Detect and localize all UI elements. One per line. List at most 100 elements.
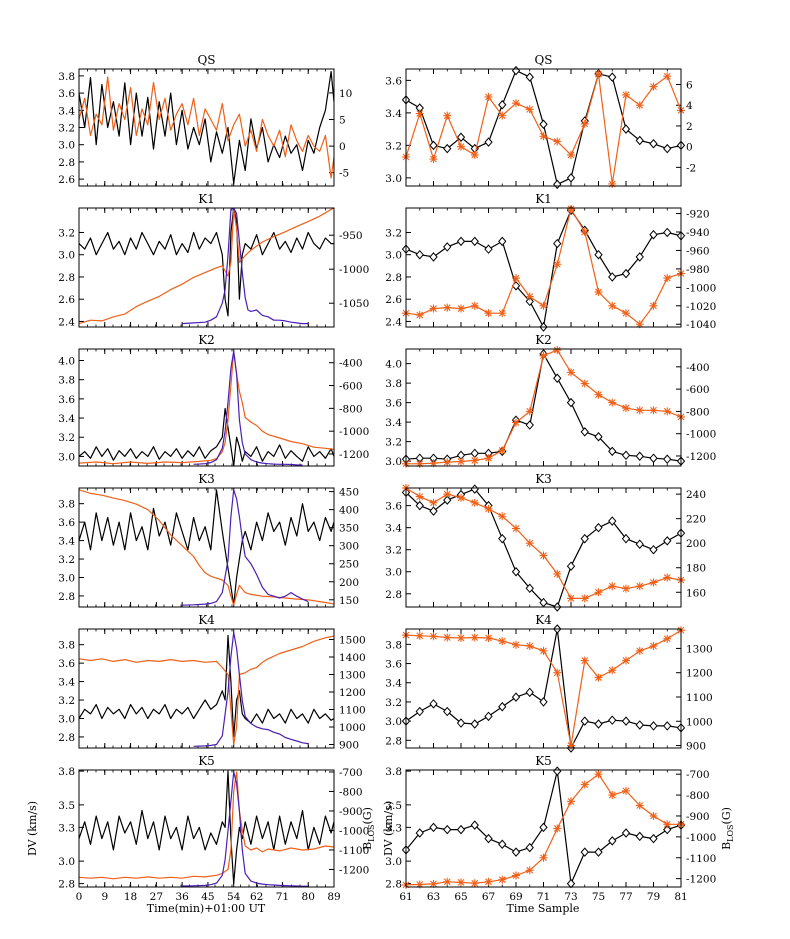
y2-tick-label: -700 bbox=[686, 769, 710, 781]
asterisk-stroke bbox=[498, 876, 506, 884]
asterisk-stroke bbox=[457, 305, 465, 312]
asterisk-stroke bbox=[540, 552, 547, 559]
asterisk-stroke bbox=[498, 447, 506, 454]
diamond-marker bbox=[566, 561, 576, 571]
dv-label: DV (km/s) bbox=[382, 801, 395, 856]
diamond-marker bbox=[511, 566, 521, 577]
asterisk-marker bbox=[608, 179, 617, 188]
diamond-marker bbox=[635, 831, 644, 842]
diamond-marker bbox=[580, 533, 589, 544]
diamond-marker bbox=[511, 847, 521, 857]
x-tick-label: 63 bbox=[427, 891, 440, 903]
asterisk-marker bbox=[415, 109, 424, 118]
asterisk-stroke bbox=[567, 797, 575, 805]
diamond-marker bbox=[498, 99, 507, 110]
asterisk-marker bbox=[567, 797, 575, 806]
diamond-marker bbox=[580, 427, 589, 437]
y2-tick-label: -5 bbox=[339, 168, 349, 180]
diamond-marker bbox=[635, 451, 644, 462]
asterisk-marker bbox=[525, 866, 534, 875]
x-tick-label: 89 bbox=[327, 891, 340, 903]
y2-tick-label: -1000 bbox=[686, 282, 716, 294]
asterisk-stroke bbox=[553, 669, 561, 677]
asterisk-marker bbox=[663, 820, 672, 829]
diamond-marker bbox=[663, 824, 672, 835]
y-tick-label: 3.8 bbox=[58, 499, 75, 511]
asterisk-stroke bbox=[540, 854, 547, 862]
plot-frame bbox=[405, 207, 682, 328]
y2-tick-label: 240 bbox=[686, 489, 706, 501]
diamond-marker bbox=[594, 249, 603, 260]
y2-tick-label: 300 bbox=[339, 541, 359, 553]
asterisk-marker bbox=[594, 70, 603, 79]
diamond-marker bbox=[484, 711, 493, 722]
plot-frame bbox=[78, 487, 335, 608]
asterisk-stroke bbox=[540, 302, 547, 310]
y-tick-label: 3.3 bbox=[58, 822, 75, 834]
y-tick-label: 3.0 bbox=[385, 567, 402, 579]
x-tick-label: 65 bbox=[454, 891, 467, 903]
y-tick-label: 3.4 bbox=[58, 413, 75, 425]
asterisk-stroke bbox=[540, 352, 547, 360]
diamond-marker bbox=[415, 828, 424, 838]
asterisk-marker bbox=[484, 92, 493, 101]
y-tick-label: 3.4 bbox=[385, 417, 402, 429]
diamond-marker bbox=[621, 124, 631, 134]
y-tick-label: 3.2 bbox=[58, 432, 75, 444]
asterisk-marker bbox=[415, 311, 424, 320]
y2-tick-label: -800 bbox=[339, 403, 363, 415]
asterisk-marker bbox=[443, 303, 452, 312]
series-purple-line bbox=[182, 208, 309, 325]
series-black-line bbox=[79, 208, 334, 317]
y2-tick-label: -800 bbox=[686, 406, 710, 418]
y2-tick-label: 1000 bbox=[686, 716, 713, 728]
y2-tick-label: -800 bbox=[686, 790, 710, 802]
y-tick-label: 3.6 bbox=[58, 517, 75, 529]
asterisk-marker bbox=[484, 454, 493, 463]
panel-title: K5 bbox=[535, 754, 552, 768]
y-tick-label: 2.8 bbox=[58, 591, 75, 603]
panel-qs-left: QS 2.6 2.8 3.0 3.2 3.4 3.6 3.8 -5 0 5 10 bbox=[58, 53, 352, 187]
asterisk-stroke bbox=[512, 525, 520, 532]
asterisk-marker bbox=[429, 498, 438, 507]
diamond-marker bbox=[553, 238, 562, 249]
asterisk-stroke bbox=[622, 585, 630, 592]
asterisk-marker bbox=[512, 99, 520, 108]
panel-k5-left: K5 0 9 18 27 36 45 54 62 71 80 89 2.8 3.0 3.3 3.5 3.8 -12… bbox=[58, 754, 369, 903]
asterisk-stroke bbox=[608, 302, 616, 310]
diamond-marker bbox=[443, 495, 452, 505]
asterisk-stroke bbox=[567, 595, 575, 602]
y-tick-label: 3.2 bbox=[58, 554, 75, 566]
asterisk-marker bbox=[635, 646, 644, 655]
asterisk-marker bbox=[580, 119, 589, 128]
y2-tick-label: -1000 bbox=[339, 426, 369, 438]
asterisk-marker bbox=[580, 379, 589, 388]
y2-tick-label: 1200 bbox=[686, 668, 713, 680]
asterisk-stroke bbox=[636, 802, 644, 809]
asterisk-marker bbox=[457, 142, 465, 151]
asterisk-marker bbox=[539, 301, 548, 310]
asterisk-marker bbox=[635, 406, 644, 415]
asterisk-stroke bbox=[663, 408, 671, 415]
y-tick-label: 3.2 bbox=[385, 545, 402, 557]
y2-tick-label: -980 bbox=[686, 264, 710, 276]
y-tick-label: 2.8 bbox=[58, 272, 75, 284]
diamond-marker bbox=[429, 822, 438, 833]
blos-main: B bbox=[720, 842, 733, 850]
asterisk-marker bbox=[663, 573, 672, 582]
y-tick-label: 3.8 bbox=[58, 71, 75, 83]
asterisk-marker bbox=[498, 875, 507, 884]
y2-tick-label: -600 bbox=[686, 384, 710, 396]
panel-k3-right: K3 2.8 3.0 3.2 3.4 3.6 160 180 200 220 240 bbox=[385, 472, 706, 612]
asterisk-stroke bbox=[443, 304, 451, 312]
plot-frame bbox=[405, 348, 682, 467]
asterisk-stroke bbox=[485, 309, 492, 317]
y-tick-label: 3.8 bbox=[385, 766, 402, 778]
y2-tick-label: 900 bbox=[339, 740, 359, 752]
y2-tick-label: 200 bbox=[686, 538, 706, 550]
asterisk-marker bbox=[553, 346, 562, 355]
y-tick-label: 3.0 bbox=[385, 250, 402, 262]
asterisk-stroke bbox=[650, 302, 657, 310]
diamond-marker bbox=[429, 140, 438, 151]
diamond-marker bbox=[608, 516, 617, 526]
